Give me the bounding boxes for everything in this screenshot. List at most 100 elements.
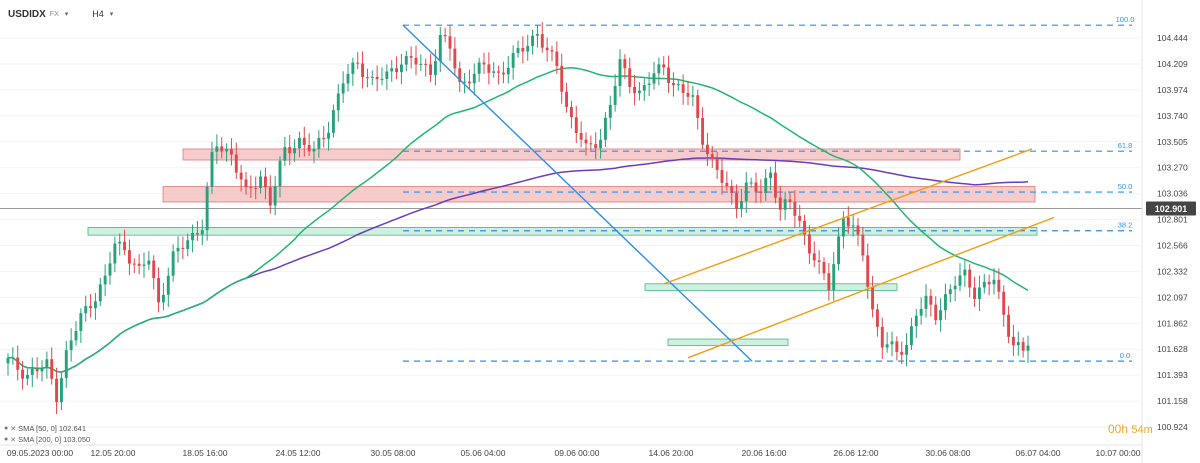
candle-body (594, 144, 598, 149)
candle-body (905, 345, 909, 355)
candle-body (385, 71, 389, 79)
candle-body (948, 289, 952, 295)
grid (0, 37, 1140, 428)
current-price-box (1146, 201, 1196, 216)
candle-body (691, 95, 695, 97)
candle-body (958, 275, 962, 286)
candle-body (696, 95, 700, 118)
channel-upper-line (663, 148, 1033, 285)
candle-body (351, 62, 355, 74)
candle-body (599, 139, 603, 149)
candle-body (278, 160, 282, 187)
candle-body (317, 137, 321, 149)
candle-body (531, 35, 535, 46)
candle-body (744, 182, 748, 202)
candle-body (244, 179, 248, 188)
candle-body (191, 233, 195, 241)
candle-body (613, 86, 617, 105)
time-tick-label: 26.06 12:00 (834, 448, 879, 458)
candle-body (715, 159, 719, 170)
candle-body (424, 63, 428, 65)
time-tick-label: 14.06 20:00 (649, 448, 694, 458)
candle-body (919, 308, 923, 316)
candle-body (200, 230, 204, 235)
candle-body (399, 64, 403, 73)
eye-icon[interactable]: ● (4, 425, 9, 432)
candle-body (365, 77, 369, 79)
candle-body (652, 73, 656, 84)
candle-body (21, 369, 25, 379)
indicator-value: 102.641 (58, 424, 87, 433)
candle-body (705, 144, 709, 155)
indicator-label: SMA [200, 0] (18, 435, 62, 444)
candle-body (205, 186, 209, 231)
price-tick-label: 100.924 (1157, 422, 1188, 432)
candle-body (467, 81, 471, 84)
current-price-label: 102.901 (1155, 204, 1188, 214)
candle-body (803, 220, 807, 235)
candle-body (331, 110, 335, 133)
candle-body (798, 215, 802, 221)
indicator-value: 103.050 (63, 435, 91, 444)
candle-body (30, 368, 34, 375)
candle-body (754, 182, 758, 192)
candle-body (788, 199, 792, 202)
time-tick-label: 05.06 04:00 (461, 448, 506, 458)
candle-body (293, 148, 297, 154)
candle-body (181, 247, 185, 249)
fib-level-label: 38.2 (1118, 221, 1133, 230)
candle-body (482, 62, 486, 65)
candle-body (929, 295, 933, 305)
candle-body (866, 255, 870, 287)
candle-body (79, 313, 83, 331)
candle-body (297, 137, 301, 149)
candle-body (569, 106, 573, 118)
symbol-name[interactable]: USDIDX (8, 8, 46, 20)
bar-countdown: 00h 54m (1108, 422, 1153, 436)
candle-body (429, 64, 433, 75)
timer-hours: 00h (1108, 422, 1129, 436)
timeframe-label[interactable]: H4 (92, 9, 104, 19)
candle-body (40, 367, 44, 372)
candle-body (973, 287, 977, 299)
candle-body (74, 330, 78, 341)
candle-body (701, 117, 705, 145)
price-tick-label: 101.862 (1157, 318, 1188, 328)
candle-body (113, 243, 117, 264)
candle-body (841, 217, 845, 237)
candle-body (759, 191, 763, 193)
candle-body (1007, 314, 1011, 337)
candle-body (501, 72, 505, 75)
candle-body (851, 225, 855, 227)
indicator-sma50[interactable]: ● ✕ SMA [50, 0] 102.641 (4, 424, 86, 433)
candle-body (419, 63, 423, 65)
candle-body (992, 279, 996, 285)
candle-body (977, 287, 981, 299)
chevron-down-icon[interactable]: ▾ (64, 11, 69, 18)
close-icon[interactable]: ✕ (10, 436, 17, 444)
candle-body (302, 137, 306, 145)
time-tick-label: 12.05 20:00 (91, 448, 136, 458)
close-icon[interactable]: ✕ (10, 425, 17, 433)
candle-body (807, 234, 811, 254)
candle-body (254, 187, 258, 189)
candle-body (710, 154, 714, 160)
candle-body (380, 78, 384, 80)
candle-body (283, 147, 287, 161)
eye-icon[interactable]: ● (4, 436, 9, 443)
candle-body (404, 56, 408, 65)
chevron-down-icon[interactable]: ▾ (109, 11, 114, 18)
price-tick-label: 101.393 (1157, 370, 1188, 380)
candle-body (628, 68, 632, 87)
candle-body (6, 357, 10, 364)
candle-body (118, 241, 122, 244)
price-tick-label: 103.036 (1157, 189, 1188, 199)
candle-body (565, 91, 569, 107)
time-tick-label: 30.06 08:00 (926, 448, 971, 458)
candle-body (924, 295, 928, 309)
price-tick-label: 101.158 (1157, 396, 1188, 406)
candle-body (443, 34, 447, 37)
indicator-sma200[interactable]: ● ✕ SMA [200, 0] 103.050 (4, 435, 90, 444)
fib-level-label: 50.0 (1118, 182, 1133, 191)
